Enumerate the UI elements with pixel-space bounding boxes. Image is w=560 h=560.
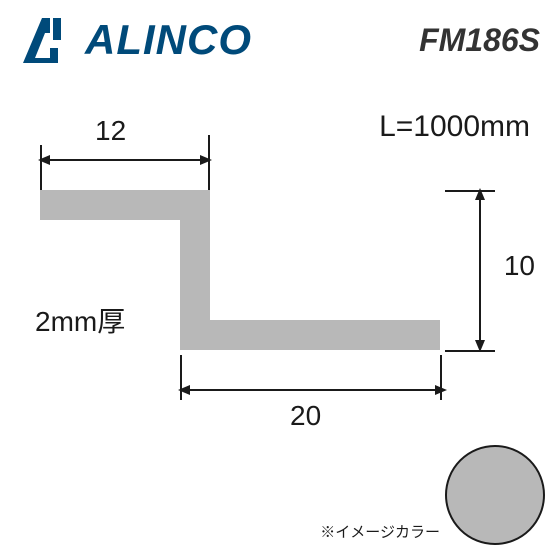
color-swatch bbox=[445, 445, 545, 545]
header: ALINCO FM186S bbox=[0, 0, 560, 80]
dim-height: 10 bbox=[504, 250, 535, 282]
dim-thickness: 2mm厚 bbox=[35, 300, 125, 340]
diagram-area: L=1000mm 12 10 2mm厚 20 ※イメージカラー bbox=[0, 80, 560, 560]
ext-line bbox=[440, 355, 442, 400]
product-code: FM186S bbox=[419, 22, 540, 59]
ext-line bbox=[40, 145, 42, 190]
brand-name: ALINCO bbox=[85, 16, 252, 64]
ext-line bbox=[180, 355, 182, 400]
length-label: L=1000mm bbox=[379, 110, 530, 144]
dim-arrow-right bbox=[470, 185, 490, 355]
dim-bottom-flange: 20 bbox=[290, 400, 321, 432]
dim-arrow-top bbox=[35, 150, 215, 170]
ext-line bbox=[208, 135, 210, 190]
dim-arrow-bottom bbox=[175, 380, 450, 400]
ext-line bbox=[445, 350, 495, 352]
dim-top-flange: 12 bbox=[95, 115, 126, 147]
ext-line bbox=[445, 190, 495, 192]
swatch-label: ※イメージカラー bbox=[320, 521, 440, 542]
brand-logo-icon bbox=[20, 13, 70, 68]
